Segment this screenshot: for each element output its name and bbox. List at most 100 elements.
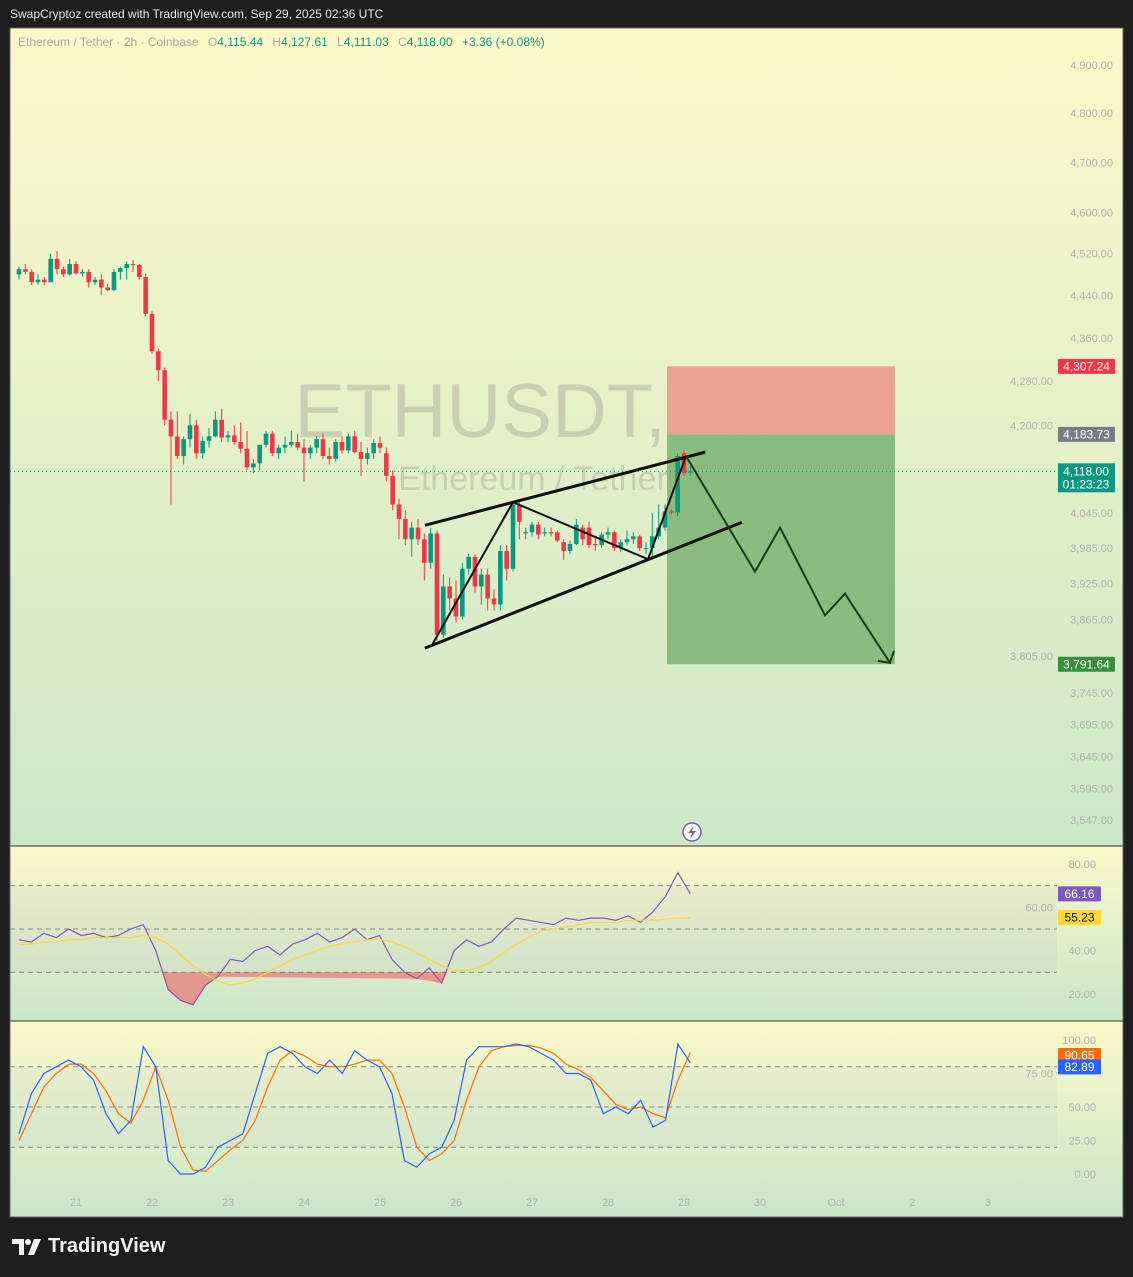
candle (282, 436, 288, 454)
time-tick-label: 27 (526, 1197, 538, 1209)
symbol-description: Ethereum / Tether · 2h · Coinbase (18, 35, 199, 49)
candle-body (333, 442, 338, 459)
candle (624, 530, 630, 546)
candle (529, 521, 535, 537)
tradingview-logo[interactable]: TradingView (12, 1235, 165, 1258)
tradingview-logo-icon (12, 1238, 41, 1255)
candle (225, 430, 231, 443)
candle-body (555, 532, 560, 541)
stop-price-badge: 4,307.24 (1058, 358, 1115, 374)
candle (270, 430, 275, 457)
candle-body (289, 442, 294, 445)
candle (479, 568, 484, 605)
candle-body (29, 271, 34, 283)
candle-body (536, 524, 541, 535)
candle (491, 589, 497, 611)
candle (504, 545, 509, 581)
stop-price-badge-text: 4,307.24 (1063, 359, 1110, 373)
candle-body (529, 524, 535, 533)
candle-body (491, 598, 497, 605)
stoch-d-value-badge-bg (1058, 1048, 1101, 1064)
candle-body (358, 452, 364, 459)
price-tick-label: 3,547.00 (1070, 815, 1113, 827)
candle (555, 530, 560, 543)
candle (466, 553, 471, 575)
candle-body (346, 436, 351, 451)
time-tick-label: 29 (678, 1197, 690, 1209)
entry-price-badge-text: 4,183.73 (1063, 427, 1110, 441)
rsi-ma-value-badge: 55.23 (1058, 910, 1101, 926)
price-tick-label: 3,925.00 (1070, 579, 1113, 591)
symbol-legend[interactable]: Ethereum / Tether · 2h · Coinbase O4,115… (18, 35, 545, 49)
candle-body (403, 518, 408, 540)
candle (149, 311, 155, 355)
time-tick-label: 26 (450, 1197, 462, 1209)
candle (314, 436, 319, 454)
price-tick-label: 3,865.00 (1070, 615, 1113, 627)
low-value: 4,111.03 (343, 35, 389, 49)
candle (428, 527, 433, 569)
candle (517, 501, 522, 540)
time-tick-label: 24 (298, 1197, 310, 1209)
candle-body (365, 453, 370, 459)
stoch-pane[interactable] (10, 1021, 1123, 1217)
candle-body (567, 543, 573, 551)
rsi-ma-value-badge-text: 55.23 (1064, 911, 1094, 925)
candle-body (181, 439, 186, 457)
projection-path-line (685, 455, 891, 664)
rsi-oversold-fill (162, 972, 448, 1005)
channel-upper-line (424, 450, 706, 527)
candle-body (156, 351, 161, 371)
candle (308, 444, 313, 459)
time-tick-label: 2 (909, 1197, 915, 1209)
candle-body (73, 264, 79, 274)
candle-body (42, 279, 47, 283)
candle-body (384, 453, 389, 476)
candle-body (390, 475, 395, 505)
candle-body (428, 533, 433, 563)
attribution: SwapCryptoz created with TradingView.com… (10, 7, 384, 21)
candle-body (662, 511, 668, 528)
low-label: L (337, 35, 344, 49)
candle (567, 540, 573, 554)
candle (346, 433, 351, 454)
candle (365, 447, 370, 465)
candle (23, 264, 28, 275)
candle (219, 408, 224, 443)
candle (200, 436, 205, 459)
candle-body (422, 539, 427, 563)
candle (61, 266, 66, 278)
rsi-pane[interactable] (10, 846, 1123, 1021)
candle (137, 264, 142, 280)
candle (295, 433, 300, 451)
candle-body (466, 556, 471, 569)
candle (257, 444, 262, 471)
candle-body (149, 313, 155, 352)
countdown-text: 01:23:23 (1063, 477, 1110, 491)
candle (650, 513, 655, 560)
candle-body (308, 447, 313, 454)
candle (675, 453, 680, 517)
candle (434, 530, 440, 641)
last-price-badge-bg (1058, 463, 1115, 493)
candle-body (194, 425, 199, 454)
candle (130, 259, 136, 272)
candle-body (232, 435, 237, 443)
candle (327, 447, 332, 465)
candle-body (111, 271, 117, 291)
candle (409, 521, 414, 557)
candle (301, 439, 307, 482)
candle (472, 553, 478, 593)
channel-lower-line (424, 520, 743, 650)
candle (593, 536, 598, 551)
candle (688, 465, 693, 476)
entry-price-badge-bg (1058, 426, 1115, 442)
target-price-badge: 3,791.64 (1058, 656, 1115, 672)
lightning-icon[interactable] (682, 822, 702, 842)
price-tick-label: 3,745.00 (1070, 688, 1113, 700)
candle (111, 269, 117, 292)
candle (80, 269, 85, 278)
logo-text: TradingView (48, 1235, 166, 1257)
price-tick-label: 4,045.00 (1070, 508, 1113, 520)
